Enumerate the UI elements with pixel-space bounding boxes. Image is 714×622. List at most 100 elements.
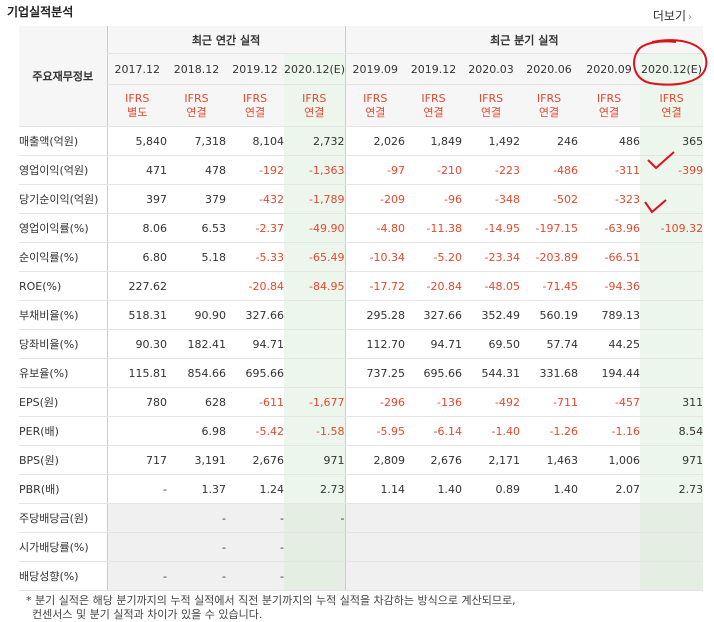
standard-header: IFRS 연결 xyxy=(284,84,346,127)
footnote-cont: 컨센서스 및 분기 실적과 차이가 있을 수 있습니다. xyxy=(32,608,263,621)
period-header: 2017.12 xyxy=(106,53,167,85)
standard-ifrs: IFRS xyxy=(478,91,504,105)
table-row: 영업이익률(%) 8.06 6.53 -2.37 -49.90 -4.80 -11.38 -1… xyxy=(19,213,704,243)
cell-value: 57.74 xyxy=(520,329,579,359)
cell-value: 327.66 xyxy=(405,300,463,330)
cell-value: -6.14 xyxy=(405,416,463,446)
cell-value xyxy=(640,561,704,591)
period-header: 2019.12 xyxy=(405,53,463,85)
standard-header: IFRS 연결 xyxy=(344,84,406,127)
row-header: 주요재무정보 xyxy=(19,26,107,127)
cell-value: 3,191 xyxy=(167,445,226,475)
cell-value: 397 xyxy=(106,184,167,214)
cell-value xyxy=(640,184,704,214)
cell-value: 1,849 xyxy=(405,126,463,156)
cell-value: -63.96 xyxy=(578,213,641,243)
cell-value: 352.49 xyxy=(462,300,521,330)
cell-value xyxy=(640,358,704,388)
cell-value: 69.50 xyxy=(462,329,521,359)
cell-value: 2.07 xyxy=(578,474,641,504)
footnote: * 분기 실적은 해당 분기까지의 누적 실적에서 직전 분기까지의 누적 실적… xyxy=(26,594,516,607)
cell-value: -20.84 xyxy=(405,271,463,301)
cell-value: -1,789 xyxy=(284,184,346,214)
standard-ifrs: IFRS xyxy=(596,91,622,105)
cell-value: 194.44 xyxy=(578,358,641,388)
cell-value: 182.41 xyxy=(167,329,226,359)
group-annual: 최근 연간 실적 xyxy=(106,26,346,54)
cell-value xyxy=(640,271,704,301)
cell-value: -711 xyxy=(520,387,579,417)
cell-value: -296 xyxy=(344,387,406,417)
period-header: 2020.03 xyxy=(462,53,521,85)
cell-value: 90.90 xyxy=(167,300,226,330)
cell-value: -1.26 xyxy=(520,416,579,446)
row-label: 순이익률(%) xyxy=(19,242,107,272)
cell-value: -399 xyxy=(640,155,704,185)
cell-value: 94.71 xyxy=(405,329,463,359)
cell-value: 2.73 xyxy=(284,474,346,504)
row-label: 시가배당률(%) xyxy=(19,532,107,562)
cell-value: 1.37 xyxy=(167,474,226,504)
table-row: BPS(원) 717 3,191 2,676 971 2,809 2,676 2,171 1,4… xyxy=(19,445,704,475)
cell-value xyxy=(344,503,406,533)
cell-value xyxy=(405,503,463,533)
row-label: 영업이익률(%) xyxy=(19,213,107,243)
row-label: 부채비율(%) xyxy=(19,300,107,330)
cell-value: -1,363 xyxy=(284,155,346,185)
cell-value: - xyxy=(106,561,167,591)
cell-value: -1.40 xyxy=(462,416,521,446)
standard-type: 연결 xyxy=(365,105,386,119)
standard-ifrs: IFRS xyxy=(242,91,268,105)
standard-type: 연결 xyxy=(480,105,502,119)
table-row: ROE(%) 227.62 -20.84 -84.95 -17.72 -20.84 -48.… xyxy=(19,271,704,301)
row-label: EPS(원) xyxy=(19,387,107,417)
cell-value: 780 xyxy=(106,387,167,417)
more-link[interactable]: 더보기 › xyxy=(653,7,692,24)
financial-table: 주요재무정보 최근 연간 실적 최근 분기 실적 2017.12 2018.12 2… xyxy=(19,26,704,591)
cell-value: 971 xyxy=(284,445,346,475)
cell-value: 5.18 xyxy=(167,242,226,272)
cell-value: 6.98 xyxy=(167,416,226,446)
cell-value: -94.36 xyxy=(578,271,641,301)
table-row: EPS(원) 780 628 -611 -1,677 -296 -136 -492 -711 -4… xyxy=(19,387,704,417)
cell-value xyxy=(640,242,704,272)
row-label: 영업이익(억원) xyxy=(19,155,107,185)
cell-value: -1.58 xyxy=(284,416,346,446)
cell-value: 1,006 xyxy=(578,445,641,475)
cell-value: 379 xyxy=(167,184,226,214)
cell-value: -49.90 xyxy=(284,213,346,243)
standard-header: IFRS 연결 xyxy=(167,84,226,127)
row-label: PER(배) xyxy=(19,416,107,446)
table-row: 영업이익(억원) 471 478 -192 -1,363 -97 -210 -223 -486-… xyxy=(19,155,704,185)
cell-value xyxy=(284,532,346,562)
cell-value: 1,463 xyxy=(520,445,579,475)
cell-value: 5,840 xyxy=(106,126,167,156)
cell-value: 2,732 xyxy=(284,126,346,156)
cell-value: -5.42 xyxy=(226,416,284,446)
cell-value: 227.62 xyxy=(106,271,167,301)
cell-value: - xyxy=(226,503,284,533)
cell-value: 695.66 xyxy=(226,358,284,388)
cell-value: -5.33 xyxy=(226,242,284,272)
standard-header: IFRS 연결 xyxy=(462,84,521,127)
standard-ifrs: IFRS xyxy=(302,91,327,105)
standard-type: 연결 xyxy=(186,105,207,119)
standard-ifrs: IFRS xyxy=(536,91,562,105)
period-header: 2020.12(E) xyxy=(284,53,345,85)
cell-value: - xyxy=(284,503,346,533)
cell-value: 7,318 xyxy=(167,126,226,156)
cell-value: -11.38 xyxy=(405,213,463,243)
cell-value: 0.89 xyxy=(462,474,521,504)
cell-value: 717 xyxy=(106,445,167,475)
cell-value: -97 xyxy=(344,155,406,185)
cell-value xyxy=(578,532,641,562)
group-quarter: 최근 분기 실적 xyxy=(344,26,704,54)
cell-value: 115.81 xyxy=(106,358,167,388)
cell-value: 6.80 xyxy=(106,242,167,272)
cell-value: -2.37 xyxy=(226,213,284,243)
cell-value: 2,676 xyxy=(405,445,463,475)
standard-ifrs: IFRS xyxy=(421,91,446,105)
table-row: 당좌비율(%) 90.30 182.41 94.71 112.70 94.71 69.50 5… xyxy=(19,329,704,359)
cell-value: -1,677 xyxy=(284,387,346,417)
cell-value: 94.71 xyxy=(226,329,284,359)
